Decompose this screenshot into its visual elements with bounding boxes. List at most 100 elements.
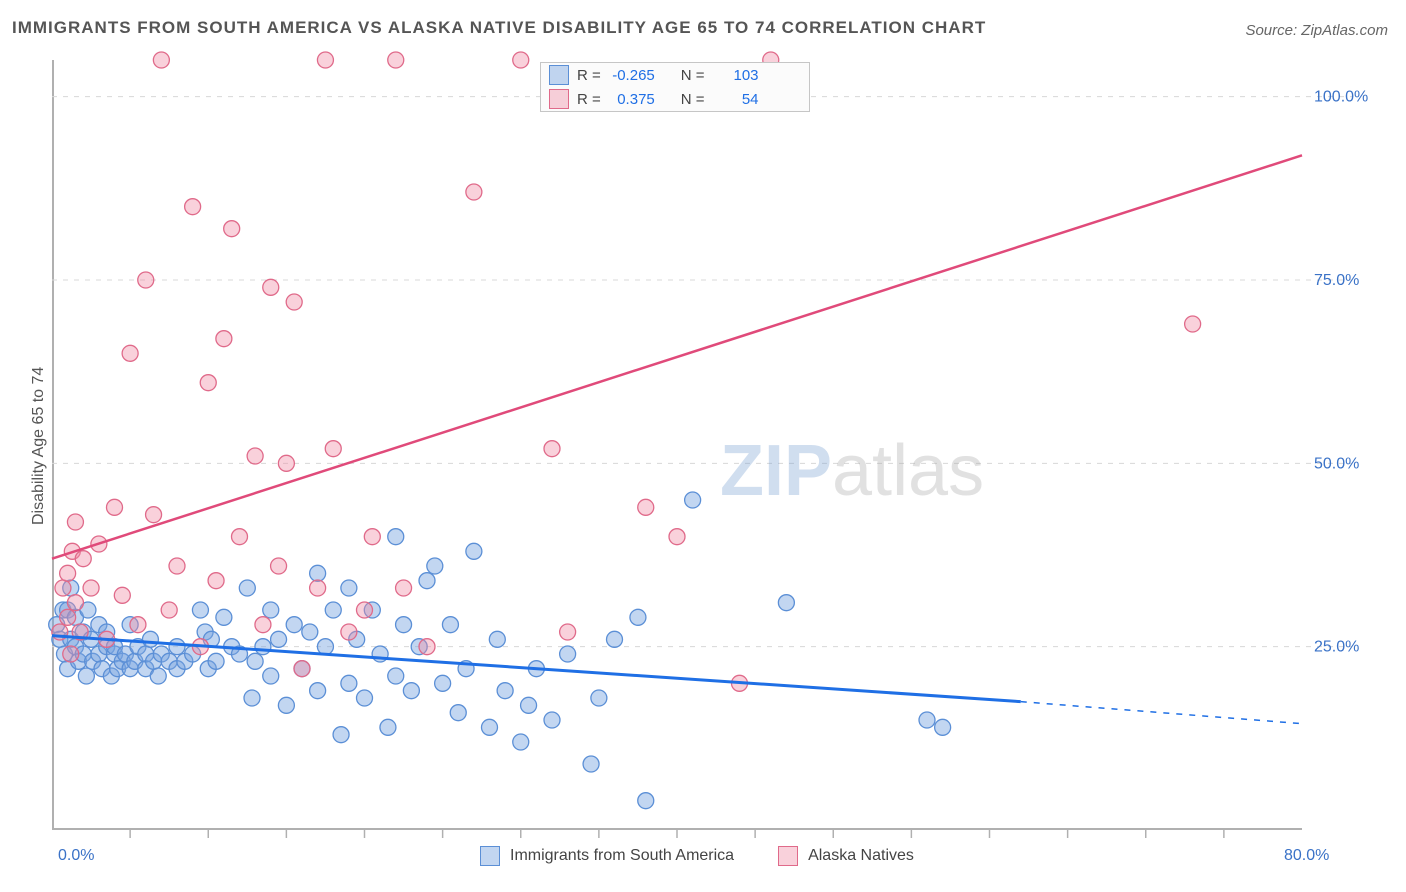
data-point-immigrants	[278, 697, 294, 713]
data-point-alaska	[83, 580, 99, 596]
correlation-legend: R = -0.265 N = 103 R = 0.375 N = 54	[540, 62, 810, 112]
data-point-alaska	[200, 375, 216, 391]
n-value-immigrants: 103	[713, 67, 759, 84]
data-point-alaska	[271, 558, 287, 574]
r-value-alaska: 0.375	[609, 91, 655, 108]
data-point-immigrants	[357, 690, 373, 706]
r-value-immigrants: -0.265	[609, 67, 655, 84]
chart-svg: 25.0% 50.0% 75.0% 100.0% 0.0% 80.0%	[0, 0, 1406, 892]
data-point-alaska	[67, 595, 83, 611]
data-point-immigrants	[419, 573, 435, 589]
data-point-immigrants	[583, 756, 599, 772]
data-point-immigrants	[489, 631, 505, 647]
data-point-immigrants	[638, 793, 654, 809]
data-point-immigrants	[607, 631, 623, 647]
data-point-immigrants	[208, 653, 224, 669]
data-point-immigrants	[341, 580, 357, 596]
series-legend: Immigrants from South America Alaska Nat…	[480, 846, 914, 866]
x-tick-label: 0.0%	[58, 847, 94, 864]
r-label: R =	[577, 67, 601, 84]
data-point-immigrants	[239, 580, 255, 596]
data-point-alaska	[224, 221, 240, 237]
data-point-immigrants	[427, 558, 443, 574]
data-point-alaska	[122, 345, 138, 361]
data-point-immigrants	[142, 631, 158, 647]
data-point-immigrants	[442, 617, 458, 633]
x-tick-label: 80.0%	[1284, 847, 1329, 864]
data-point-alaska	[107, 499, 123, 515]
data-point-alaska	[114, 587, 130, 603]
data-point-immigrants	[192, 602, 208, 618]
data-point-immigrants	[325, 602, 341, 618]
data-point-alaska	[216, 331, 232, 347]
r-label: R =	[577, 91, 601, 108]
swatch-alaska	[549, 89, 569, 109]
trend-line-immigrants	[52, 636, 1021, 702]
data-point-alaska	[67, 514, 83, 530]
data-point-alaska	[419, 639, 435, 655]
data-point-alaska	[161, 602, 177, 618]
data-point-immigrants	[450, 705, 466, 721]
data-point-immigrants	[380, 719, 396, 735]
n-label: N =	[681, 91, 705, 108]
data-point-alaska	[63, 646, 79, 662]
n-value-alaska: 54	[713, 91, 759, 108]
swatch-immigrants	[480, 846, 500, 866]
data-point-alaska	[341, 624, 357, 640]
data-point-alaska	[60, 565, 76, 581]
data-point-alaska	[396, 580, 412, 596]
data-point-immigrants	[396, 617, 412, 633]
data-point-alaska	[388, 52, 404, 68]
data-point-immigrants	[317, 639, 333, 655]
data-point-immigrants	[560, 646, 576, 662]
data-point-alaska	[263, 279, 279, 295]
data-point-immigrants	[310, 565, 326, 581]
data-point-immigrants	[497, 683, 513, 699]
data-point-alaska	[60, 609, 76, 625]
data-point-alaska	[638, 499, 654, 515]
data-point-immigrants	[216, 609, 232, 625]
trend-line-dashed-immigrants	[1021, 702, 1302, 724]
data-point-immigrants	[310, 683, 326, 699]
data-point-immigrants	[244, 690, 260, 706]
data-point-immigrants	[544, 712, 560, 728]
y-tick-label: 100.0%	[1314, 89, 1368, 106]
data-point-alaska	[208, 573, 224, 589]
data-point-immigrants	[255, 639, 271, 655]
data-point-immigrants	[271, 631, 287, 647]
data-point-immigrants	[919, 712, 935, 728]
data-point-immigrants	[388, 668, 404, 684]
data-point-immigrants	[388, 529, 404, 545]
series-label-alaska: Alaska Natives	[808, 847, 914, 865]
legend-row-immigrants: R = -0.265 N = 103	[541, 63, 809, 87]
y-tick-label: 25.0%	[1314, 639, 1359, 656]
data-point-immigrants	[341, 675, 357, 691]
data-point-alaska	[560, 624, 576, 640]
data-point-alaska	[357, 602, 373, 618]
data-point-alaska	[325, 441, 341, 457]
data-point-alaska	[278, 455, 294, 471]
data-point-immigrants	[935, 719, 951, 735]
data-point-immigrants	[630, 609, 646, 625]
data-point-alaska	[153, 52, 169, 68]
data-point-immigrants	[482, 719, 498, 735]
data-point-immigrants	[435, 675, 451, 691]
data-point-alaska	[513, 52, 529, 68]
swatch-alaska	[778, 846, 798, 866]
y-tick-label: 50.0%	[1314, 455, 1359, 472]
data-point-immigrants	[169, 639, 185, 655]
data-point-alaska	[286, 294, 302, 310]
data-point-immigrants	[513, 734, 529, 750]
data-point-immigrants	[466, 543, 482, 559]
n-label: N =	[681, 67, 705, 84]
data-point-immigrants	[286, 617, 302, 633]
data-point-alaska	[466, 184, 482, 200]
series-label-immigrants: Immigrants from South America	[510, 847, 734, 865]
y-tick-label: 75.0%	[1314, 272, 1359, 289]
data-point-alaska	[232, 529, 248, 545]
data-point-immigrants	[521, 697, 537, 713]
data-point-alaska	[247, 448, 263, 464]
data-point-immigrants	[778, 595, 794, 611]
data-point-alaska	[294, 661, 310, 677]
data-point-alaska	[364, 529, 380, 545]
